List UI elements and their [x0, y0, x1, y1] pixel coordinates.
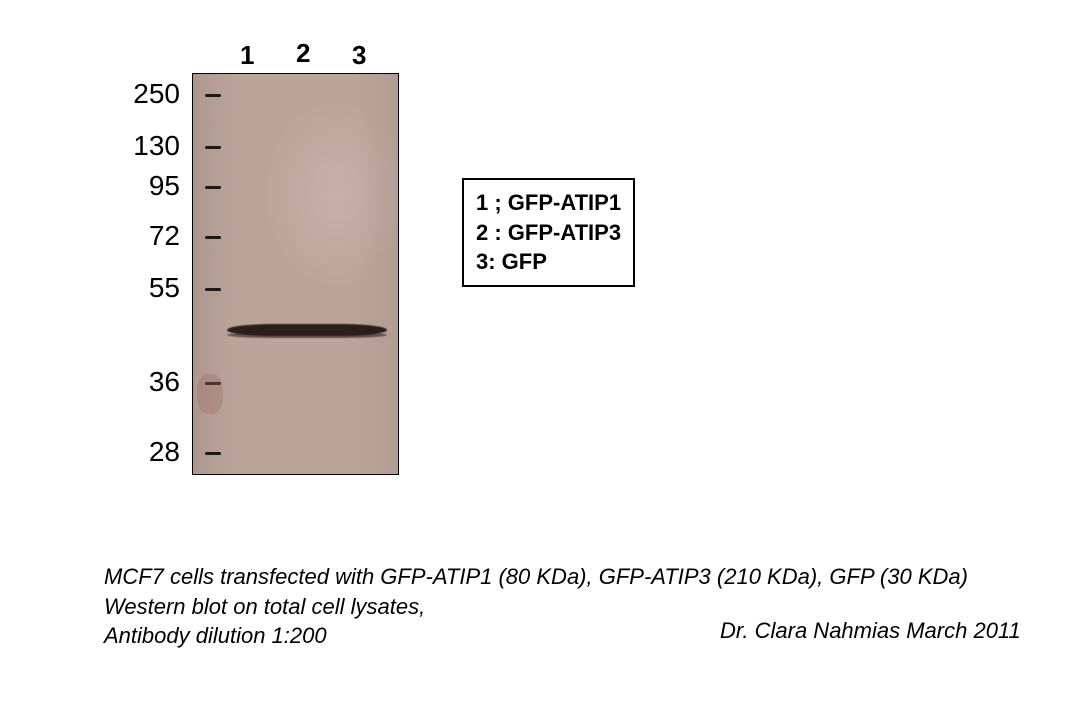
mw-label-72: 72 [118, 220, 180, 252]
marker-tick-55 [205, 288, 221, 291]
mw-label-130: 130 [118, 130, 180, 162]
mw-label-36: 36 [118, 366, 180, 398]
mw-label-95: 95 [118, 170, 180, 202]
mw-label-28: 28 [118, 436, 180, 468]
legend-line-1: 1 ; GFP-ATIP1 [476, 188, 621, 218]
blot-smudge [197, 374, 223, 414]
figure-root: { "canvas": { "width": 1080, "height": 7… [0, 0, 1080, 706]
lane-label-1: 1 [240, 40, 254, 71]
legend-line-2: 2 : GFP-ATIP3 [476, 218, 621, 248]
author-credit: Dr. Clara Nahmias March 2011 [720, 618, 1021, 644]
blot-background [193, 74, 398, 474]
lane-label-2: 2 [296, 38, 310, 69]
western-blot-panel [192, 73, 399, 475]
marker-tick-130 [205, 146, 221, 149]
marker-tick-95 [205, 186, 221, 189]
protein-band-shadow [227, 332, 387, 338]
marker-tick-28 [205, 452, 221, 455]
marker-tick-250 [205, 94, 221, 97]
mw-label-250: 250 [118, 78, 180, 110]
mw-label-55: 55 [118, 272, 180, 304]
marker-tick-72 [205, 236, 221, 239]
caption-line-1: MCF7 cells transfected with GFP-ATIP1 (8… [104, 562, 968, 592]
caption-line-2: Western blot on total cell lysates, [104, 592, 968, 622]
legend-line-3: 3: GFP [476, 247, 621, 277]
lane-label-3: 3 [352, 40, 366, 71]
lane-legend: 1 ; GFP-ATIP1 2 : GFP-ATIP3 3: GFP [462, 178, 635, 287]
